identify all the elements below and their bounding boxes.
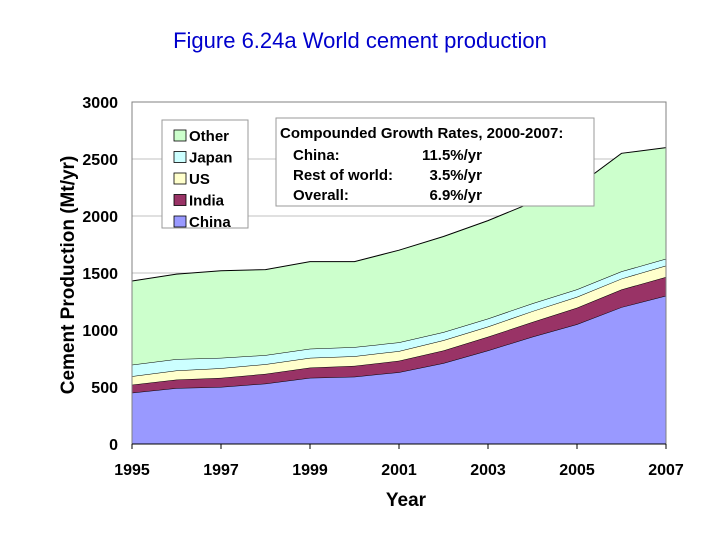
area-japan xyxy=(132,258,666,377)
annotation-label-0: China: xyxy=(293,147,340,164)
legend-label-us: US xyxy=(189,171,210,188)
annotation-value-0: 11.5%/yr xyxy=(422,147,482,164)
legend-swatch-china xyxy=(173,215,187,228)
area-china xyxy=(132,295,666,444)
y-tick-label-1000: 1000 xyxy=(82,323,118,340)
x-tick-label-1995: 1995 xyxy=(114,462,150,479)
legend-swatch-japan xyxy=(173,151,187,163)
y-tick-label-2500: 2500 xyxy=(82,152,118,169)
legend-swatch-other xyxy=(173,129,187,142)
y-tick-label-1500: 1500 xyxy=(82,266,118,283)
annotation-label-2: Overall: xyxy=(293,187,349,204)
y-tick-label-2000: 2000 xyxy=(82,209,118,226)
x-tick-label-2007: 2007 xyxy=(648,462,684,479)
annotation-value-1: 3.5%/yr xyxy=(429,167,482,184)
x-tick-label-2001: 2001 xyxy=(381,462,417,479)
legend-label-india: India xyxy=(189,193,225,210)
y-tick-label-500: 500 xyxy=(91,380,118,397)
legend-swatch-us xyxy=(173,172,187,185)
area-other xyxy=(132,147,666,365)
annotation-value-2: 6.9%/yr xyxy=(429,187,482,204)
annotation-box xyxy=(275,117,595,207)
legend-swatch-india xyxy=(173,194,187,206)
legend-label-china: China xyxy=(189,214,231,231)
x-tick-label-2005: 2005 xyxy=(559,462,595,479)
annotation-title: Compounded Growth Rates, 2000-2007: xyxy=(280,125,563,142)
area-us xyxy=(132,265,666,385)
figure-title: Figure 6.24a World cement production xyxy=(173,28,547,53)
x-tick-label-1997: 1997 xyxy=(203,462,239,479)
x-axis-label: Year xyxy=(386,490,427,511)
legend-label-other: Other xyxy=(189,128,229,145)
y-tick-label-0: 0 xyxy=(109,437,118,454)
x-tick-label-1999: 1999 xyxy=(292,462,328,479)
y-axis-label: Cement Production (Mt/yr) xyxy=(58,156,79,395)
y-tick-label-3000: 3000 xyxy=(82,95,118,112)
annotation-label-1: Rest of world: xyxy=(293,167,393,184)
area-india xyxy=(132,277,666,393)
legend-label-japan: Japan xyxy=(189,150,232,167)
x-tick-label-2003: 2003 xyxy=(470,462,506,479)
